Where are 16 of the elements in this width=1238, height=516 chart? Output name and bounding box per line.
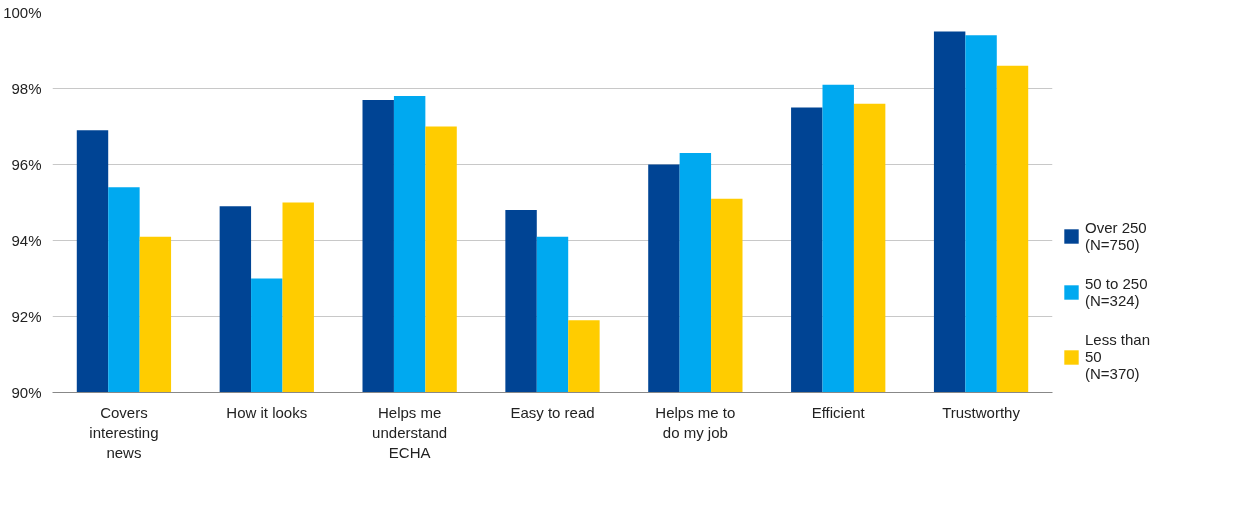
x-tick-label: Efficient — [811, 403, 866, 421]
legend-label: Over 250 (N=750) — [1085, 219, 1147, 253]
y-tick-label: 90% — [11, 384, 42, 401]
x-tick-label: Helps me understand ECHA — [372, 403, 448, 462]
x-tick-label: Helps me to do my job — [655, 403, 736, 441]
y-tick-label: 96% — [11, 156, 42, 173]
y-tick-label: 92% — [11, 308, 42, 325]
x-tick-label: Covers interesting news — [89, 403, 159, 462]
legend-label: Less than 50 (N=370) — [1085, 331, 1151, 382]
y-tick-label: 98% — [11, 80, 42, 97]
x-tick-label: Trustworthy — [942, 403, 1021, 421]
y-tick-label: 94% — [11, 232, 42, 249]
legend-label: 50 to 250 (N=324) — [1085, 275, 1148, 309]
x-tick-label: Easy to read — [510, 403, 595, 421]
y-tick-label: 100% — [3, 4, 42, 21]
x-tick-label: How it looks — [226, 403, 308, 421]
